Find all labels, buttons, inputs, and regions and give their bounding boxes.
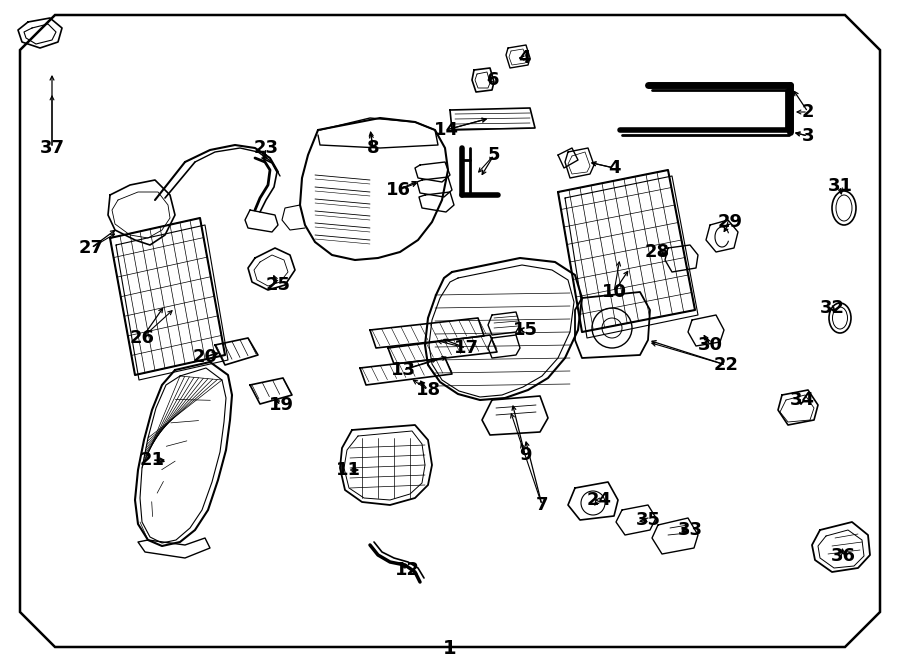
- Text: 11: 11: [336, 461, 361, 479]
- Text: 20: 20: [193, 348, 218, 366]
- Text: 33: 33: [678, 521, 703, 539]
- Text: 3: 3: [802, 127, 814, 145]
- Text: 4: 4: [518, 49, 530, 67]
- Text: 35: 35: [635, 511, 661, 529]
- Text: 19: 19: [268, 396, 293, 414]
- Text: 2: 2: [802, 103, 814, 121]
- Text: 32: 32: [820, 299, 844, 317]
- Text: 7: 7: [536, 496, 548, 514]
- Text: 29: 29: [717, 213, 742, 231]
- Text: 18: 18: [416, 381, 441, 399]
- Text: 25: 25: [266, 276, 291, 294]
- Text: 9: 9: [518, 446, 531, 464]
- Text: 21: 21: [140, 451, 165, 469]
- Text: 36: 36: [831, 547, 856, 565]
- Text: 17: 17: [454, 339, 479, 357]
- Text: 26: 26: [130, 329, 155, 347]
- Text: 14: 14: [434, 121, 458, 139]
- Text: 31: 31: [827, 177, 852, 195]
- Text: 34: 34: [789, 391, 814, 409]
- Text: 8: 8: [366, 139, 379, 157]
- Text: 28: 28: [644, 243, 670, 261]
- Text: 10: 10: [601, 283, 626, 301]
- Text: 22: 22: [714, 356, 739, 374]
- Text: 23: 23: [254, 139, 278, 157]
- Text: 16: 16: [385, 181, 410, 199]
- Text: 5: 5: [488, 146, 500, 164]
- Text: 37: 37: [40, 139, 65, 157]
- Text: 4: 4: [608, 159, 620, 177]
- Text: 15: 15: [512, 321, 537, 339]
- Text: 24: 24: [587, 491, 611, 509]
- Text: 30: 30: [698, 336, 723, 354]
- Text: 27: 27: [78, 239, 104, 257]
- Text: 6: 6: [487, 71, 500, 89]
- Text: 12: 12: [394, 561, 419, 579]
- Text: 1: 1: [443, 639, 457, 657]
- Text: 13: 13: [391, 361, 416, 379]
